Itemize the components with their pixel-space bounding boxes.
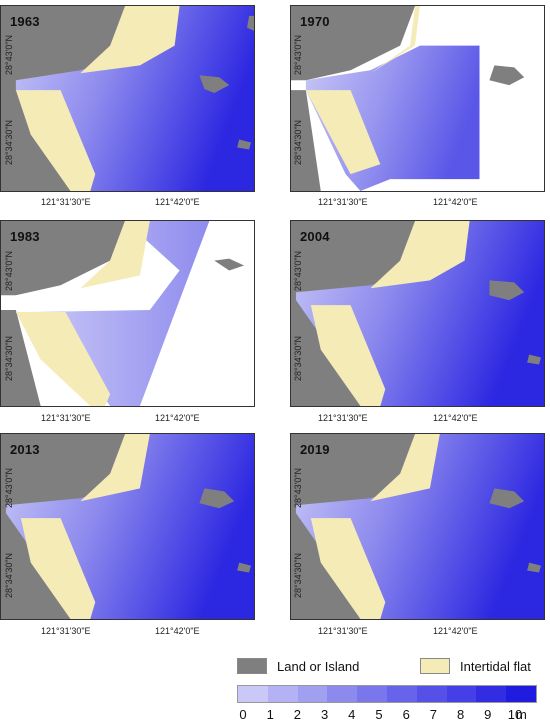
year-label: 1963 [10, 14, 40, 29]
depth-colorbar [237, 685, 537, 703]
year-label: 2004 [300, 229, 330, 244]
colorbar-unit: m [516, 707, 527, 722]
colorbar-tick-label: 9 [484, 707, 492, 722]
flat-swatch [420, 658, 450, 674]
lat-label-bottom: 28°34'30"N [293, 335, 303, 381]
lat-label-bottom: 28°34'30"N [4, 119, 14, 165]
bathymetry-map-2004 [291, 221, 544, 406]
land-legend-label: Land or Island [277, 658, 360, 674]
colorbar-cell [476, 686, 507, 702]
colorbar-tick-label: 4 [348, 707, 356, 722]
colorbar-cell [506, 686, 536, 702]
lat-label-top: 28°43'0"N [4, 250, 14, 291]
bathymetry-map-1970 [291, 6, 544, 191]
lat-label-top: 28°43'0"N [293, 250, 303, 291]
colorbar-cell [386, 686, 417, 702]
bathymetry-map-1983 [1, 221, 254, 406]
colorbar-tick-label: 7 [429, 707, 438, 722]
lat-label-top: 28°43'0"N [293, 34, 303, 75]
lon-label-left: 121°31'30"E [318, 197, 368, 207]
lon-label-right: 121°42'0"E [155, 197, 200, 207]
lat-label-bottom: 28°34'30"N [293, 119, 303, 165]
bathymetry-map-2013 [1, 434, 254, 619]
colorbar-cell [327, 686, 358, 702]
lon-label-left: 121°31'30"E [41, 413, 91, 423]
lon-label-right: 121°42'0"E [433, 413, 478, 423]
map-panel-1970: 1970 [290, 5, 545, 192]
colorbar-cell [357, 686, 387, 702]
colorbar-tick-label: 8 [456, 707, 465, 722]
colorbar-cell [267, 686, 298, 702]
lon-label-right: 121°42'0"E [433, 626, 478, 636]
bathymetry-map-2019 [291, 434, 544, 619]
lon-label-left: 121°31'30"E [41, 197, 91, 207]
lon-label-right: 121°42'0"E [433, 197, 478, 207]
lat-label-top: 28°43'0"N [4, 467, 14, 508]
lon-label-right: 121°42'0"E [155, 413, 200, 423]
year-label: 1970 [300, 14, 330, 29]
lon-label-right: 121°42'0"E [155, 626, 200, 636]
legend-flat: Intertidal flat [420, 658, 531, 674]
year-label: 2013 [10, 442, 40, 457]
flat-legend-label: Intertidal flat [460, 658, 531, 674]
colorbar-cell [297, 686, 328, 702]
map-panel-2004: 2004 [290, 220, 545, 407]
year-label: 2019 [300, 442, 330, 457]
colorbar-cell [446, 686, 477, 702]
map-panel-2019: 2019 [290, 433, 545, 620]
map-panel-2013: 2013 [0, 433, 255, 620]
lat-label-bottom: 28°34'30"N [4, 552, 14, 598]
lon-label-left: 121°31'30"E [318, 626, 368, 636]
year-label: 1983 [10, 229, 40, 244]
bathymetry-map-1963 [1, 6, 254, 191]
lat-label-bottom: 28°34'30"N [293, 552, 303, 598]
map-panel-1963: 1963 [0, 5, 255, 192]
colorbar-tick-label: 6 [402, 707, 410, 722]
lon-label-left: 121°31'30"E [318, 413, 368, 423]
colorbar-cell [416, 686, 447, 702]
lat-label-top: 28°43'0"N [4, 34, 14, 75]
colorbar-tick-label: 3 [320, 707, 329, 722]
colorbar-tick-label: 1 [266, 707, 274, 722]
colorbar-tick-label: 0 [239, 707, 247, 722]
colorbar-tick-label: 5 [375, 707, 383, 722]
lon-label-left: 121°31'30"E [41, 626, 91, 636]
legend-land: Land or Island [237, 658, 359, 674]
lat-label-top: 28°43'0"N [293, 467, 303, 508]
colorbar-tick-label: 2 [293, 707, 302, 722]
map-panel-1983: 1983 [0, 220, 255, 407]
colorbar-tick-label: 10 [507, 707, 523, 722]
colorbar-cell [238, 686, 268, 702]
lat-label-bottom: 28°34'30"N [4, 335, 14, 381]
land-swatch [237, 658, 267, 674]
